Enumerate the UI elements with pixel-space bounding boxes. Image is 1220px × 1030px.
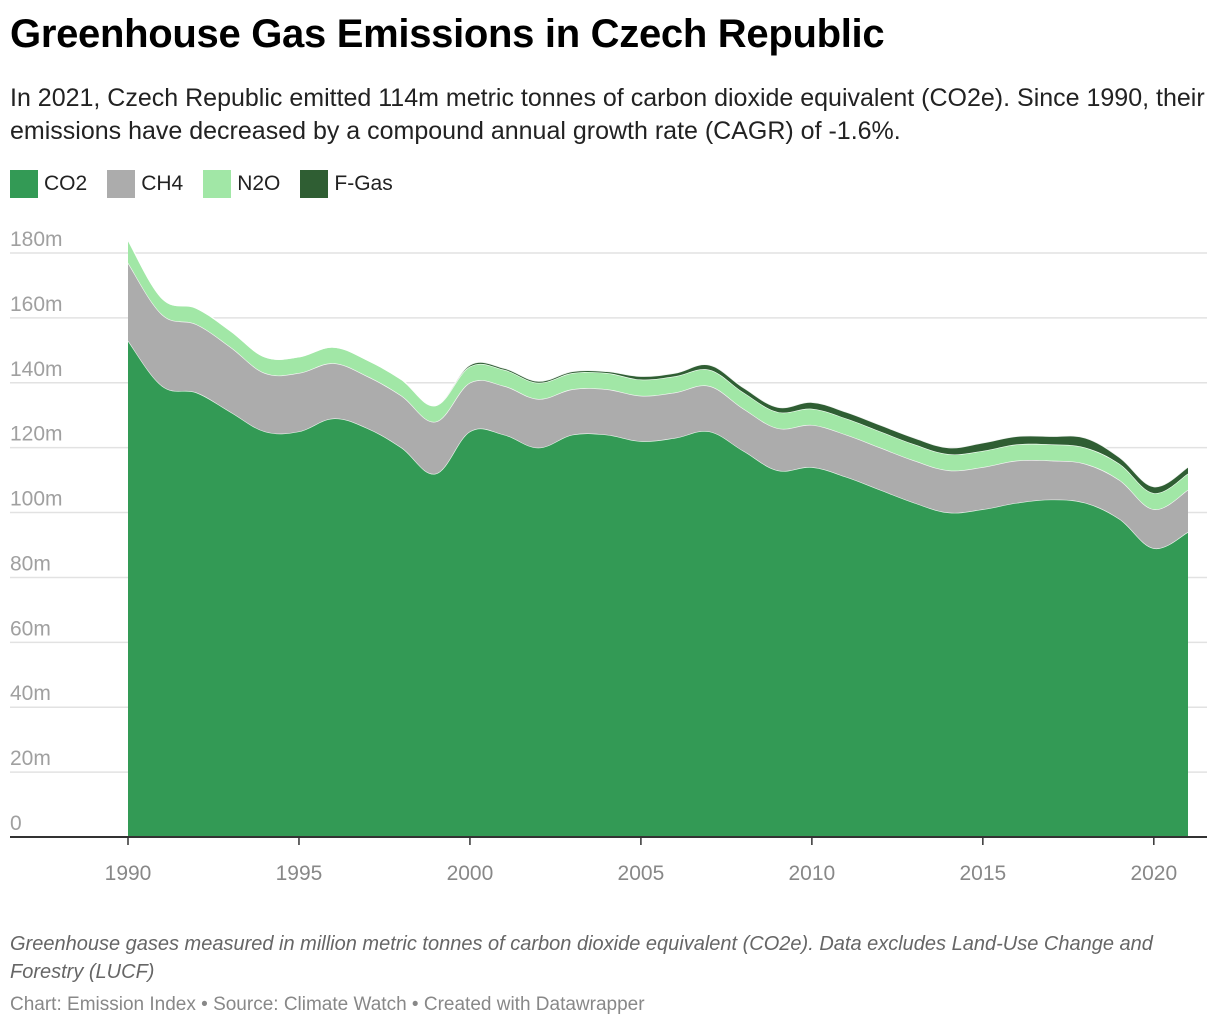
y-tick-label: 0 bbox=[10, 812, 22, 835]
y-tick-label: 140m bbox=[10, 358, 63, 381]
legend-swatch-n2o bbox=[203, 170, 232, 198]
x-tick-label: 2010 bbox=[789, 862, 836, 885]
x-tick-label: 2000 bbox=[447, 862, 494, 885]
legend-item-n2o: N2O bbox=[203, 170, 280, 198]
area-ch4 bbox=[128, 262, 1188, 549]
x-tick-label: 1990 bbox=[105, 862, 152, 885]
chart-credit: Chart: Emission Index • Source: Climate … bbox=[10, 994, 645, 1015]
legend-label-n2o: N2O bbox=[237, 172, 281, 195]
legend: CO2 CH4 N2O F-Gas bbox=[10, 170, 413, 198]
x-tick-label: 2015 bbox=[959, 862, 1006, 885]
legend-swatch-ch4 bbox=[107, 170, 136, 198]
axes: 1990 1995 2000 2005 2010 2015 2020 bbox=[10, 836, 1207, 885]
chart-notes: Greenhouse gases measured in million met… bbox=[10, 933, 1153, 983]
y-tick-label: 100m bbox=[10, 488, 63, 511]
y-tick-label: 120m bbox=[10, 423, 63, 446]
legend-swatch-fgas bbox=[300, 170, 329, 198]
x-tick-label: 1995 bbox=[276, 862, 323, 885]
legend-item-co2: CO2 bbox=[10, 170, 87, 198]
chart-title: Greenhouse Gas Emissions in Czech Republ… bbox=[10, 12, 885, 56]
y-tick-label: 20m bbox=[10, 747, 51, 770]
legend-swatch-co2 bbox=[10, 170, 38, 198]
legend-label-ch4: CH4 bbox=[141, 172, 184, 195]
area-co2 bbox=[128, 340, 1188, 837]
y-tick-label: 160m bbox=[10, 293, 63, 316]
y-tick-label: 40m bbox=[10, 682, 51, 705]
legend-label-co2: CO2 bbox=[44, 172, 88, 195]
y-tick-label: 80m bbox=[10, 552, 51, 575]
legend-item-fgas: F-Gas bbox=[300, 170, 393, 198]
area-series bbox=[127, 239, 1189, 837]
x-tick-label: 2005 bbox=[618, 862, 665, 885]
legend-item-ch4: CH4 bbox=[107, 170, 183, 198]
y-tick-label: 60m bbox=[10, 617, 51, 640]
area-fgas-edge bbox=[127, 239, 1189, 488]
legend-label-fgas: F-Gas bbox=[334, 172, 393, 195]
chart-subtitle: In 2021, Czech Republic emitted 114m met… bbox=[10, 84, 1205, 145]
y-tick-label: 180m bbox=[10, 228, 63, 251]
x-tick-label: 2020 bbox=[1130, 862, 1177, 885]
